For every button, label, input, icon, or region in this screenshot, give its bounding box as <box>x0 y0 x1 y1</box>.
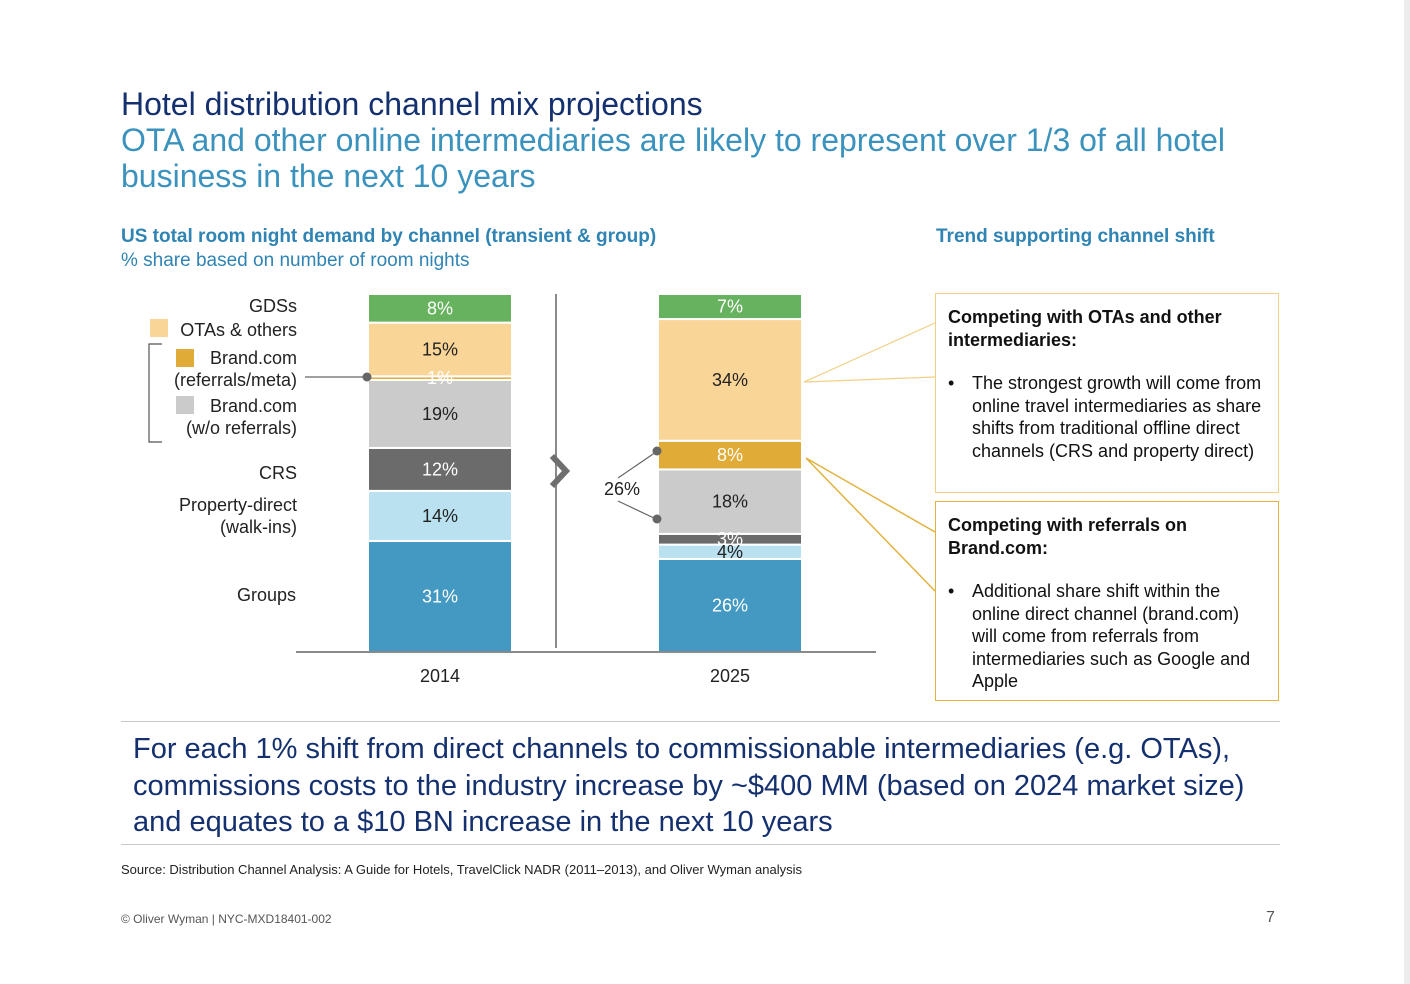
legend-swatch-ota <box>150 319 168 337</box>
bar-segment-2025-5 <box>657 318 803 442</box>
chevron-right-icon <box>549 453 571 489</box>
bar-segment-2014-1 <box>367 489 513 543</box>
data-label-2014-0: 31% <box>422 587 458 607</box>
leader-dot <box>362 372 372 382</box>
page-edge <box>1404 0 1410 984</box>
legend-label-property-direct-1: Property-direct <box>179 495 297 515</box>
legend-label-crs: CRS <box>259 463 297 483</box>
legend-label-property-direct-2: (walk-ins) <box>220 517 297 537</box>
data-label-2014-6: 8% <box>427 298 453 318</box>
data-label-2025-1: 4% <box>717 542 743 562</box>
trend-box-ota: Competing with OTAs and other intermedia… <box>935 293 1279 493</box>
x-tick-label-2025: 2025 <box>710 666 750 686</box>
trend-heading: Trend supporting channel shift <box>936 226 1215 247</box>
data-label-2014-4: 1% <box>427 368 453 388</box>
annotation-line-top <box>617 451 657 479</box>
annotation-dot-bottom <box>652 514 662 524</box>
bar-segment-2014-5 <box>367 321 513 378</box>
bar-segment-2014-6 <box>367 293 513 324</box>
bar-segment-2014-2 <box>367 446 513 492</box>
annotation-dot-top <box>652 446 662 456</box>
slide-subtitle: OTA and other online intermediaries are … <box>121 122 1225 194</box>
bar-segment-2025-6 <box>657 293 803 321</box>
callout-connector-referrals <box>805 457 936 592</box>
data-label-2025-3: 18% <box>712 492 748 512</box>
legend-bracket <box>148 343 162 443</box>
annotation-line-bottom <box>617 500 657 520</box>
data-labels-layer: 31% 14% 12% 19% 1% 15% 8% 26% 4%3% 18% 8% 34% 7% <box>422 297 748 616</box>
callout-connector-ota <box>803 322 936 383</box>
bracket-annotation-label: 26% <box>604 479 640 499</box>
bar-segment-2025-3 <box>657 468 803 535</box>
data-label-2025-5: 34% <box>712 370 748 390</box>
legend-label-brand-wo-1: Brand.com <box>210 396 297 416</box>
bar-segment-2025-4 <box>657 439 803 471</box>
slide-title: Hotel distribution channel mix projectio… <box>121 86 703 122</box>
legend-label-brand-referrals-1: Brand.com <box>210 348 297 368</box>
data-label-2025-4: 8% <box>717 445 743 465</box>
trend-box-referrals-bullet: Additional share shift within the online… <box>948 580 1266 693</box>
trend-box-referrals: Competing with referrals on Brand.com: A… <box>935 501 1279 701</box>
legend-swatch-brand-referrals <box>176 349 194 367</box>
footer-copyright: © Oliver Wyman | NYC-MXD18401-002 <box>121 912 332 926</box>
data-label-2025-0: 26% <box>712 595 748 615</box>
source-note: Source: Distribution Channel Analysis: A… <box>121 862 803 877</box>
legend-swatch-brand-wo <box>176 396 194 414</box>
bar-segment-2014-0 <box>367 540 513 654</box>
data-label-2014-2: 12% <box>422 459 458 479</box>
callout-rule-bottom <box>121 844 1280 845</box>
bar-segment-2014-3 <box>367 378 513 449</box>
data-label-2014-5: 15% <box>422 339 458 359</box>
data-label-2014-3: 19% <box>422 404 458 424</box>
bars-layer <box>367 293 803 654</box>
x-tick-label-2014: 2014 <box>420 666 460 686</box>
chart-heading: US total room night demand by channel (t… <box>121 226 657 247</box>
legend-label-gds: GDSs <box>249 296 297 316</box>
legend-label-groups: Groups <box>237 585 296 605</box>
legend-label-brand-referrals-2: (referrals/meta) <box>174 370 297 390</box>
page-number: 7 <box>1266 909 1275 926</box>
data-label-2025-6: 7% <box>717 297 743 317</box>
legend-label-ota: OTAs & others <box>180 320 297 340</box>
legend-label-brand-wo-2: (w/o referrals) <box>186 418 297 438</box>
data-label-2025-2: 3% <box>717 529 743 549</box>
trend-box-referrals-title: Competing with referrals on Brand.com: <box>948 515 1188 558</box>
chart-subheading: % share based on number of room nights <box>121 250 470 271</box>
trend-box-ota-bullet: The strongest growth will come from onli… <box>948 372 1266 462</box>
trend-box-ota-title: Competing with OTAs and other intermedia… <box>948 307 1222 350</box>
callout-text: For each 1% shift from direct channels t… <box>133 733 1245 838</box>
data-label-2014-1: 14% <box>422 506 458 526</box>
callout-rule-top <box>121 721 1280 722</box>
